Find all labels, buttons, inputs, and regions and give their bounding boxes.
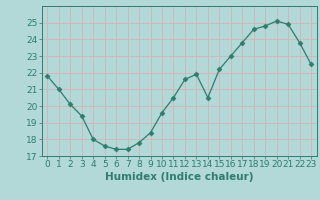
- X-axis label: Humidex (Indice chaleur): Humidex (Indice chaleur): [105, 172, 253, 182]
